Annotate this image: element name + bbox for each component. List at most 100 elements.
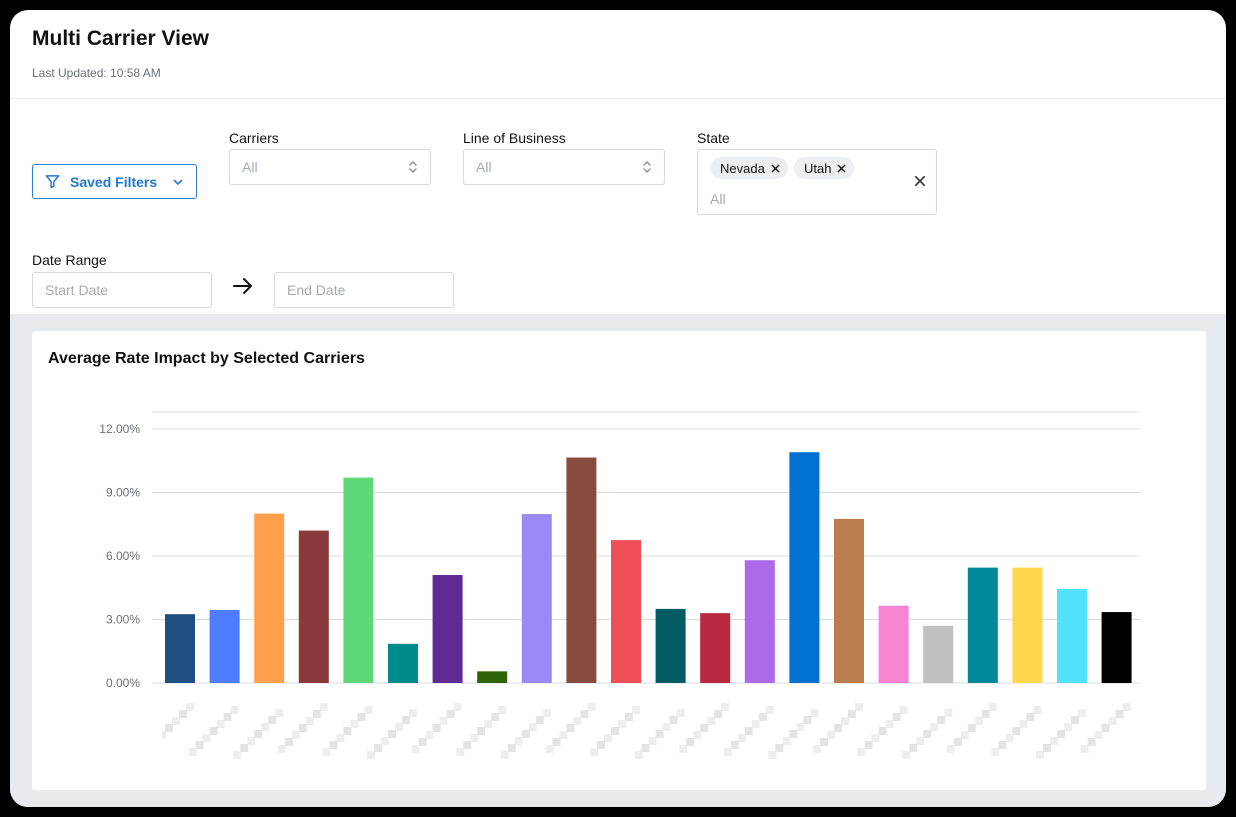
bar[interactable]: [165, 614, 195, 683]
obscured-label-block: [625, 713, 633, 721]
bar[interactable]: [432, 575, 463, 683]
obscured-label-block: [758, 713, 767, 721]
y-tick-label: 6.00%: [106, 549, 140, 563]
obscured-label-block: [848, 710, 856, 718]
obscured-label-block: [810, 709, 819, 717]
obscured-label-block: [223, 713, 232, 721]
bar[interactable]: [566, 457, 597, 683]
end-date-input[interactable]: End Date: [274, 272, 454, 308]
bar[interactable]: [1057, 588, 1087, 683]
bar[interactable]: [1101, 612, 1132, 683]
bar[interactable]: [611, 540, 641, 683]
saved-filters-button[interactable]: Saved Filters: [32, 164, 197, 199]
arrow-right-icon: [233, 278, 252, 294]
bar[interactable]: [343, 477, 374, 683]
obscured-label-block: [1043, 744, 1051, 752]
obscured-label-block: [1087, 738, 1096, 746]
obscured-label-block: [388, 730, 396, 738]
carriers-select[interactable]: All: [229, 149, 431, 185]
obscured-label-block: [655, 730, 664, 738]
obscured-label-block: [402, 716, 410, 724]
obscured-label-block: [730, 741, 739, 749]
obscured-label-block: [1122, 703, 1131, 711]
obscured-label-block: [395, 723, 403, 731]
bar[interactable]: [967, 567, 998, 683]
bar[interactable]: [298, 530, 329, 683]
obscured-label-block: [944, 709, 953, 717]
bar[interactable]: [477, 671, 508, 683]
obscured-label-block: [284, 738, 293, 746]
bar[interactable]: [209, 609, 240, 683]
obscured-category-labels: [162, 703, 1131, 759]
obscured-label-block: [909, 744, 918, 752]
obscured-label-block: [1019, 720, 1028, 728]
bar[interactable]: [254, 513, 285, 683]
obscured-label-block: [744, 727, 753, 735]
bar[interactable]: [388, 643, 418, 683]
obscured-label-block: [230, 706, 239, 714]
obscured-label-block: [514, 737, 523, 745]
obscured-label-block: [179, 710, 187, 718]
filter-icon: [45, 175, 60, 189]
obscured-label-block: [892, 713, 901, 721]
end-date-placeholder: End Date: [287, 282, 346, 298]
start-date-placeholder: Start Date: [45, 282, 109, 298]
obscured-label-block: [723, 748, 732, 756]
bar[interactable]: [521, 514, 552, 683]
obscured-label-block: [820, 738, 828, 746]
y-tick-label: 3.00%: [106, 612, 140, 626]
select-updown-icon: [409, 161, 417, 173]
obscured-label-block: [768, 751, 777, 759]
y-tick-label: 0.00%: [106, 676, 140, 690]
saved-filters-label: Saved Filters: [70, 173, 158, 190]
obscured-label-block: [775, 744, 784, 752]
obscured-label-block: [1050, 737, 1058, 745]
obscured-label-block: [916, 737, 925, 745]
obscured-label-block: [507, 744, 516, 752]
obscured-label-block: [632, 706, 640, 714]
page-header: Multi Carrier View Last Updated: 10:58 A…: [10, 10, 1226, 99]
obscured-label-block: [1064, 723, 1072, 731]
obscured-label-block: [521, 730, 530, 738]
start-date-input[interactable]: Start Date: [32, 272, 212, 308]
state-multiselect[interactable]: Nevada Utah All: [697, 149, 937, 215]
obscured-label-block: [1094, 731, 1103, 739]
obscured-label-block: [871, 734, 880, 742]
obscured-label-block: [186, 703, 194, 711]
obscured-label-block: [669, 716, 678, 724]
obscured-label-block: [240, 744, 249, 752]
obscured-label-block: [247, 737, 256, 745]
obscured-label-block: [855, 703, 863, 711]
close-icon[interactable]: [771, 164, 780, 173]
close-icon[interactable]: [837, 164, 846, 173]
obscured-label-block: [899, 706, 908, 714]
bar[interactable]: [744, 560, 775, 683]
obscured-label-block: [453, 703, 462, 711]
chart-title: Average Rate Impact by Selected Carriers: [48, 350, 365, 367]
obscured-label-block: [456, 748, 465, 756]
bar[interactable]: [923, 625, 954, 683]
state-chip-nevada: Nevada: [710, 157, 788, 179]
bar[interactable]: [878, 605, 909, 683]
obscured-label-block: [648, 737, 657, 745]
state-placeholder: All: [710, 191, 726, 207]
bar[interactable]: [700, 613, 731, 683]
obscured-label-block: [566, 724, 575, 732]
obscured-label-block: [751, 720, 760, 728]
bar[interactable]: [834, 518, 864, 683]
obscured-label-block: [737, 734, 746, 742]
bar[interactable]: [655, 608, 686, 683]
obscured-label-block: [1033, 706, 1042, 714]
obscured-label-block: [542, 709, 551, 717]
obscured-label-block: [484, 720, 493, 728]
obscured-label-block: [545, 745, 554, 753]
obscured-label-block: [634, 751, 643, 759]
obscured-label-block: [841, 717, 849, 725]
obscured-label-block: [367, 751, 375, 759]
obscured-label-block: [305, 717, 314, 725]
obscured-label-block: [319, 703, 328, 711]
bar[interactable]: [789, 452, 820, 683]
bar[interactable]: [1012, 567, 1043, 683]
line-of-business-select[interactable]: All: [463, 149, 665, 185]
clear-all-icon[interactable]: [914, 175, 926, 187]
